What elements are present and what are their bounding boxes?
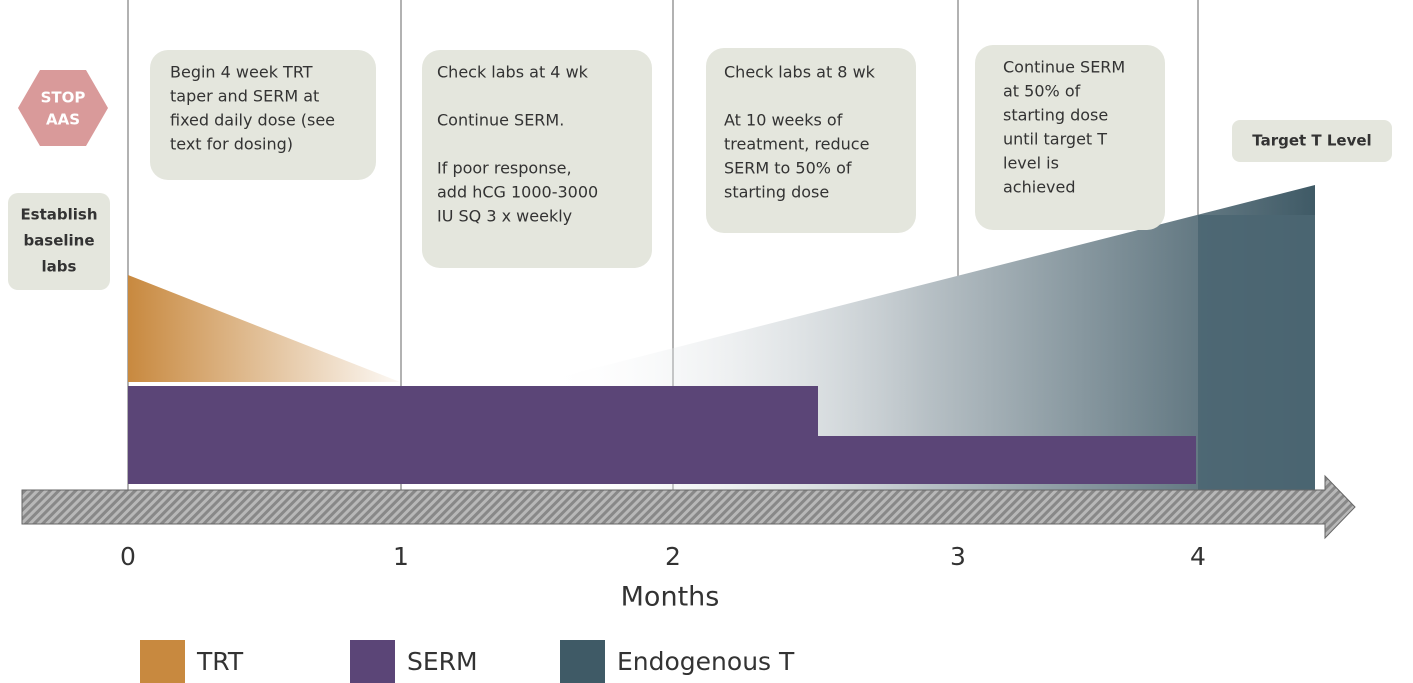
legend-swatch <box>350 640 395 683</box>
endogenous-solid <box>1198 215 1315 490</box>
box-text: If poor response, <box>437 159 572 178</box>
baseline-text: labs <box>42 258 77 276</box>
box-text: achieved <box>1003 178 1076 197</box>
box <box>422 50 652 268</box>
serm-area <box>128 386 1196 484</box>
box-text: at 50% of <box>1003 82 1081 101</box>
box-text: Continue SERM. <box>437 111 564 130</box>
box <box>150 50 376 180</box>
box-text: starting dose <box>1003 106 1108 125</box>
box <box>975 45 1165 230</box>
axis-label: Months <box>621 582 720 613</box>
stop-text: STOP <box>41 89 86 107</box>
box-text: add hCG 1000-3000 <box>437 183 598 202</box>
x-tick-label: 0 <box>120 542 136 571</box>
x-tick-label: 3 <box>950 542 966 571</box>
box-text: SERM to 50% of <box>724 159 852 178</box>
box-text: starting dose <box>724 183 829 202</box>
box-text: Continue SERM <box>1003 58 1125 77</box>
box-text: fixed daily dose (see <box>170 111 335 130</box>
target-label: Target T Level <box>1252 132 1371 150</box>
baseline-text: Establish <box>20 206 97 224</box>
legend-label: Endogenous T <box>617 647 795 676</box>
baseline-box <box>8 193 110 290</box>
x-tick-label: 2 <box>665 542 681 571</box>
box-text: level is <box>1003 154 1059 173</box>
stop-text: AAS <box>46 111 80 129</box>
baseline-text: baseline <box>23 232 94 250</box>
box-text: text for dosing) <box>170 135 293 154</box>
box-text: At 10 weeks of <box>724 111 843 130</box>
box-text: until target T <box>1003 130 1107 149</box>
time-arrow <box>21 474 1356 540</box>
trt-area <box>128 275 400 382</box>
box-text: Check labs at 8 wk <box>724 63 876 82</box>
legend-swatch <box>140 640 185 683</box>
box <box>706 48 916 233</box>
legend-label: TRT <box>196 647 244 676</box>
legend-swatch <box>560 640 605 683</box>
box-text: Begin 4 week TRT <box>170 63 313 82</box>
box-text: IU SQ 3 x weekly <box>437 207 572 226</box>
box-text: Check labs at 4 wk <box>437 63 589 82</box>
target-box <box>1232 120 1392 162</box>
box-text: treatment, reduce <box>724 135 869 154</box>
box-text: taper and SERM at <box>170 87 319 106</box>
x-tick-label: 4 <box>1190 542 1206 571</box>
legend-label: SERM <box>407 647 478 676</box>
stop-sign <box>18 70 108 146</box>
x-tick-label: 1 <box>393 542 409 571</box>
